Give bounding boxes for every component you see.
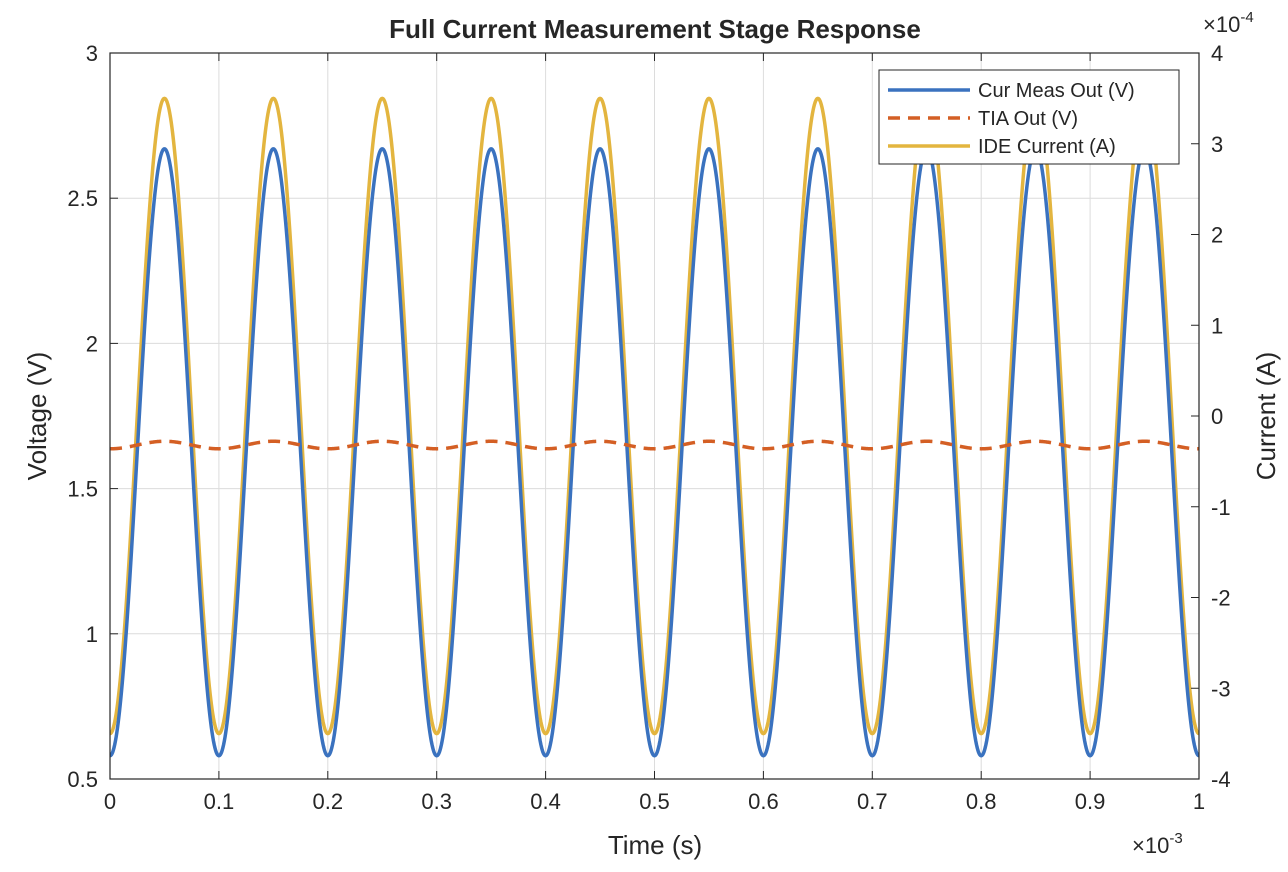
series-line-2 bbox=[108, 96, 1201, 736]
ticks: 0 0.1 0.2 0.3 0.4 0.5 0.6 0.7 0.8 0.9 1 0.5 1 1.5 2 2.5… bbox=[67, 41, 1230, 814]
y-right-axis-multiplier: ×10-4 bbox=[1203, 9, 1254, 37]
series-line-0 bbox=[108, 147, 1201, 758]
y-right-tick-label: 1 bbox=[1211, 313, 1223, 338]
x-axis-multiplier-exponent: -3 bbox=[1169, 830, 1182, 847]
y-left-tick-label: 0.5 bbox=[67, 767, 98, 792]
x-tick-label: 0.6 bbox=[748, 789, 779, 814]
x-tick-label: 0.1 bbox=[204, 789, 235, 814]
y-left-axis-label: Voltage (V) bbox=[22, 352, 52, 481]
y-left-tick-label: 2 bbox=[86, 331, 98, 356]
x-tick-label: 0.5 bbox=[639, 789, 670, 814]
legend: Cur Meas Out (V) TIA Out (V) IDE Current… bbox=[878, 69, 1180, 165]
x-tick-label: 0.3 bbox=[421, 789, 452, 814]
x-tick-label: 0.2 bbox=[313, 789, 344, 814]
x-tick-label: 0.7 bbox=[857, 789, 888, 814]
legend-label-cur-meas: Cur Meas Out (V) bbox=[978, 80, 1135, 102]
x-tick-label: 1 bbox=[1193, 789, 1205, 814]
y-left-tick-label: 1.5 bbox=[67, 477, 98, 502]
y-right-axis-multiplier-base: ×10 bbox=[1203, 12, 1240, 37]
x-tick-label: 0.8 bbox=[966, 789, 997, 814]
chart-title: Full Current Measurement Stage Response bbox=[389, 14, 921, 44]
y-left-tick-label: 3 bbox=[86, 41, 98, 66]
y-right-tick-label: 3 bbox=[1211, 132, 1223, 157]
legend-label-tia: TIA Out (V) bbox=[978, 108, 1078, 130]
series-line-1 bbox=[108, 439, 1201, 451]
y-right-tick-label: 4 bbox=[1211, 41, 1223, 66]
y-right-tick-label: -3 bbox=[1211, 676, 1231, 701]
y-left-tick-label: 1 bbox=[86, 622, 98, 647]
y-right-axis-multiplier-exponent: -4 bbox=[1240, 9, 1253, 26]
x-axis-label: Time (s) bbox=[608, 830, 702, 860]
x-axis-multiplier-base: ×10 bbox=[1132, 833, 1169, 858]
series-layer bbox=[108, 96, 1201, 758]
y-right-tick-label: 2 bbox=[1211, 223, 1223, 248]
y-right-tick-label: 0 bbox=[1211, 404, 1223, 429]
y-right-tick-label: -1 bbox=[1211, 495, 1231, 520]
y-left-tick-label: 2.5 bbox=[67, 186, 98, 211]
legend-label-ide: IDE Current (A) bbox=[978, 136, 1116, 158]
y-right-tick-label: -2 bbox=[1211, 586, 1231, 611]
y-right-axis-label: Current (A) bbox=[1251, 352, 1281, 481]
x-axis-multiplier: ×10-3 bbox=[1132, 830, 1183, 858]
x-tick-label: 0.9 bbox=[1075, 789, 1106, 814]
x-tick-label: 0 bbox=[104, 789, 116, 814]
y-right-tick-label: -4 bbox=[1211, 767, 1231, 792]
x-tick-label: 0.4 bbox=[530, 789, 561, 814]
